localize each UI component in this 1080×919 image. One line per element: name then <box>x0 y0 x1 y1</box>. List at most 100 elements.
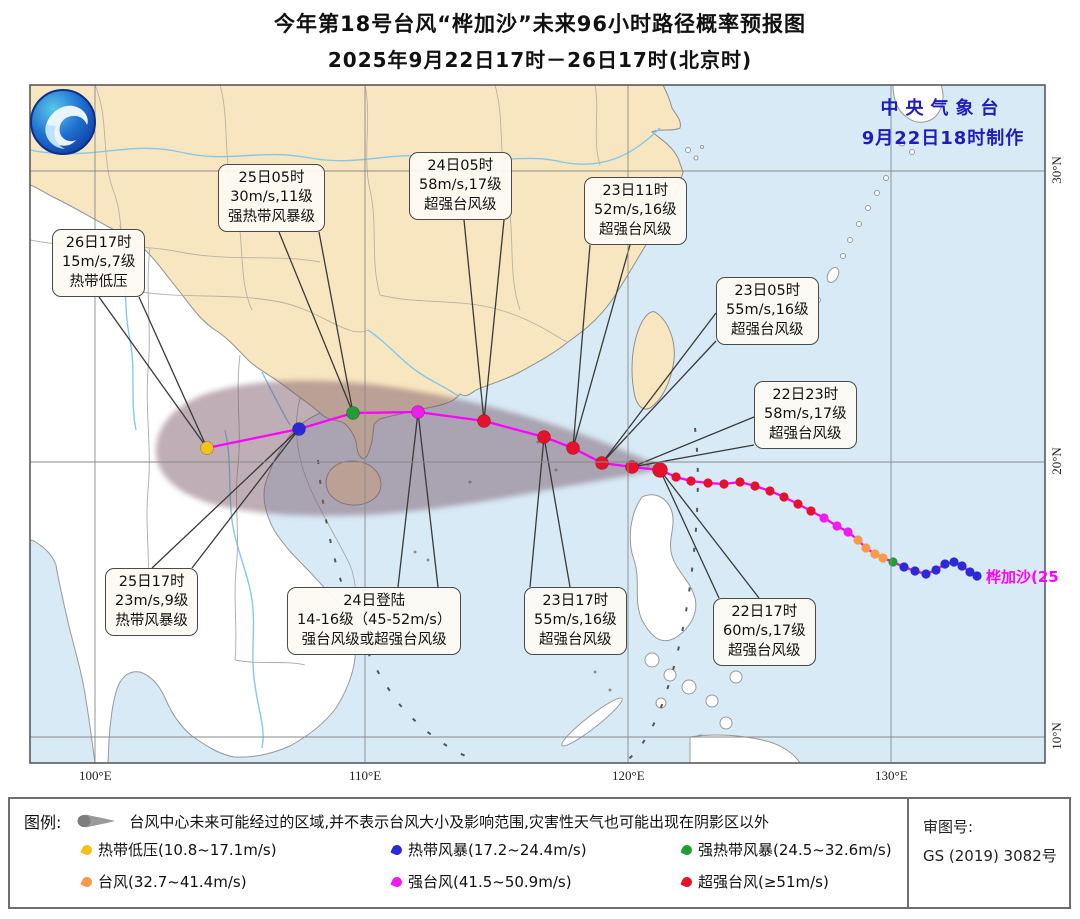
cone-icon <box>77 814 116 828</box>
callout-line: 55m/s,16级 <box>534 612 617 629</box>
callout-line: 超强台风级 <box>599 221 672 238</box>
track-point-forecast <box>411 405 425 419</box>
legend-item-label: 超强台风(≥51m/s) <box>698 873 829 891</box>
legend-item: 热带风暴(17.2~24.4m/s) <box>390 839 587 860</box>
callout-line: 超强台风级 <box>424 196 497 213</box>
track-point-history <box>686 476 696 486</box>
track-point-forecast <box>537 430 551 444</box>
forecast-callout-c25-05: 25日05时 30m/s,11级 强热带风暴级 <box>218 164 325 233</box>
callout-line: 15m/s,7级 <box>62 254 136 271</box>
graticule <box>30 85 1045 763</box>
callout-line: 22日17时 <box>731 604 798 620</box>
track-point-forecast <box>595 456 609 470</box>
track-point-history <box>931 565 941 575</box>
kyushu-island <box>892 85 944 123</box>
legend-item-label: 热带风暴(17.2~24.4m/s) <box>408 841 587 859</box>
legend-item: 热带低压(10.8~17.1m/s) <box>80 839 277 860</box>
forecast-callout-c23-17: 23日17时 55m/s,16级 超强台风级 <box>524 587 627 656</box>
track-point-history <box>750 481 760 491</box>
credit-issued-time: 9月22日18时制作 <box>861 128 1025 149</box>
callout-line: 30m/s,11级 <box>230 189 313 206</box>
track-point-history <box>843 527 853 537</box>
forecast-callout-c23-11: 23日11时 52m/s,16级 超强台风级 <box>584 177 687 246</box>
forecast-callout-c26-17: 26日17时 15m/s,7级 热带低压 <box>52 229 146 298</box>
track-point-history <box>832 521 842 531</box>
track-point-history <box>853 535 863 545</box>
map-subtitle: 2025年9月22日17时－26日17时(北京时) <box>327 48 753 72</box>
legend-panel: 图例: 台风中心未来可能经过的区域,并不表示台风大小及影响范围,灾害性天气也可能… <box>8 797 1071 909</box>
track-point-history <box>888 557 898 567</box>
callout-line: 24日05时 <box>427 158 494 174</box>
callout-line: 58m/s,17级 <box>419 177 502 194</box>
callout-line: 热带低压 <box>69 273 128 290</box>
legend-item: 强台风(41.5~50.9m/s) <box>390 871 572 892</box>
callout-line: 22日23时 <box>772 387 839 403</box>
track-point-history <box>719 479 729 489</box>
track-point-history <box>899 562 909 572</box>
approval-label: 审图号: <box>923 818 974 836</box>
legend-item-label: 台风(32.7~41.4m/s) <box>98 873 247 891</box>
lon-label: 100°E <box>79 768 112 783</box>
forecast-callout-c22-17: 22日17时 60m/s,17级 超强台风级 <box>713 598 816 667</box>
track-point-forecast <box>477 414 491 428</box>
legend-item: 强热带风暴(24.5~32.6m/s) <box>680 839 892 860</box>
track-point-history <box>965 567 975 577</box>
lon-label: 130°E <box>875 768 908 783</box>
callout-line: 25日05时 <box>238 170 305 186</box>
track-point-history <box>870 549 880 559</box>
track-point-forecast <box>292 422 306 436</box>
page-title: 今年第18号台风“桦加沙”未来96小时路径概率预报图 2025年9月22日17时… <box>0 8 1080 73</box>
callout-line: 52m/s,16级 <box>594 202 677 219</box>
cma-logo <box>30 89 96 155</box>
track-point-history <box>878 553 888 563</box>
legend-item-label: 热带低压(10.8~17.1m/s) <box>98 841 277 859</box>
track-point-history <box>765 486 775 496</box>
callout-line: 超强台风级 <box>728 642 801 659</box>
legend-category-dot <box>390 842 404 857</box>
callout-line: 超强台风级 <box>769 425 842 442</box>
taiwan-island <box>631 311 675 410</box>
callout-line: 23日05时 <box>734 283 801 299</box>
callout-line: 23m/s,9级 <box>115 593 189 610</box>
callout-line: 55m/s,16级 <box>726 302 809 319</box>
legend-main: 图例: 台风中心未来可能经过的区域,并不表示台风大小及影响范围,灾害性天气也可能… <box>10 799 907 907</box>
approval-number: GS (2019) 3082号 <box>923 846 1057 865</box>
callout-line: 26日17时 <box>65 235 132 251</box>
legend-category-dot <box>390 874 404 889</box>
legend-item: 超强台风(≥51m/s) <box>680 871 829 892</box>
track-point-history <box>861 543 871 553</box>
track-point-forecast <box>346 406 360 420</box>
callout-line: 热带风暴级 <box>115 612 188 629</box>
callout-line: 强台风级或超强台风级 <box>301 631 447 648</box>
track-point-history <box>957 561 967 571</box>
track-point-history <box>940 559 950 569</box>
legend-label: 图例: <box>24 813 62 832</box>
track-point-history <box>972 571 982 581</box>
track-point-history <box>806 506 816 516</box>
legend-category-dot <box>80 874 94 889</box>
callout-line: 14-16级（45-52m/s） <box>297 612 452 629</box>
lat-label: 30°N <box>1049 156 1064 184</box>
forecast-callout-c25-17: 25日17时 23m/s,9级 热带风暴级 <box>105 568 199 637</box>
track-point-history <box>921 569 931 579</box>
forecast-callout-c24-land: 24日登陆 14-16级（45-52m/s） 强台风级或超强台风级 <box>287 587 462 656</box>
track-point-history <box>779 492 789 502</box>
legend-category-dot <box>80 842 94 857</box>
legend-category-dot <box>680 874 694 889</box>
map-frame <box>29 84 1046 764</box>
legend-cone-caption: 台风中心未来可能经过的区域,并不表示台风大小及影响范围,灾害性天气也可能出现在阴… <box>129 812 769 831</box>
lon-label: 110°E <box>349 768 382 783</box>
callout-line: 超强台风级 <box>731 321 804 338</box>
callout-line: 23日11时 <box>602 183 669 199</box>
track-point-history <box>735 477 745 487</box>
callout-line: 23日17时 <box>542 593 609 609</box>
forecast-callout-c22-23: 22日23时 58m/s,17级 超强台风级 <box>754 381 857 450</box>
callout-line: 58m/s,17级 <box>764 406 847 423</box>
legend-item-label: 强台风(41.5~50.9m/s) <box>408 873 572 891</box>
track-point-history <box>949 557 959 567</box>
probability-cone <box>155 380 663 516</box>
legend-category-dot <box>680 842 694 857</box>
track-point-history <box>819 513 829 523</box>
